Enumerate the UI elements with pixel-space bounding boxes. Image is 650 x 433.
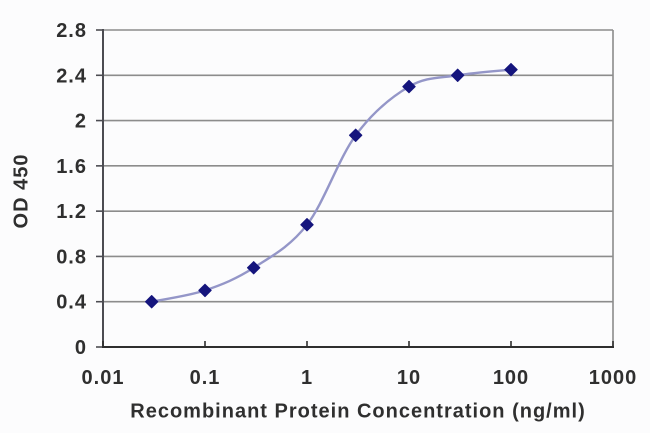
data-point-marker [450,68,465,82]
data-point-marker [246,261,261,275]
x-tick-label: 0.01 [82,367,125,389]
y-tick-label: 2.8 [56,20,87,42]
data-point-marker [348,128,363,142]
data-point-marker [300,218,314,232]
y-tick-label: 1.2 [56,201,87,223]
series-line [150,68,513,303]
y-tick-label: 2.4 [56,65,87,87]
x-tick-label: 100 [493,367,529,389]
y-tick-label: 0.4 [56,292,87,314]
x-tick-label: 0.1 [190,367,221,389]
x-tick-label: 1 [301,367,313,389]
y-tick-label: 0.8 [56,246,87,268]
x-axis-title: Recombinant Protein Concentration (ng/ml… [130,400,586,423]
data-point-marker [504,62,518,77]
y-tick-label: 1.6 [56,156,87,178]
x-tick-label: 1000 [589,367,638,389]
y-tick-label: 0 [75,337,87,359]
data-point-marker [144,295,159,309]
data-point-marker [198,283,212,298]
y-axis-title: OD 450 [10,153,33,229]
y-tick-label: 2 [75,111,87,133]
data-point-marker [402,79,416,94]
x-tick-label: 10 [397,367,421,389]
